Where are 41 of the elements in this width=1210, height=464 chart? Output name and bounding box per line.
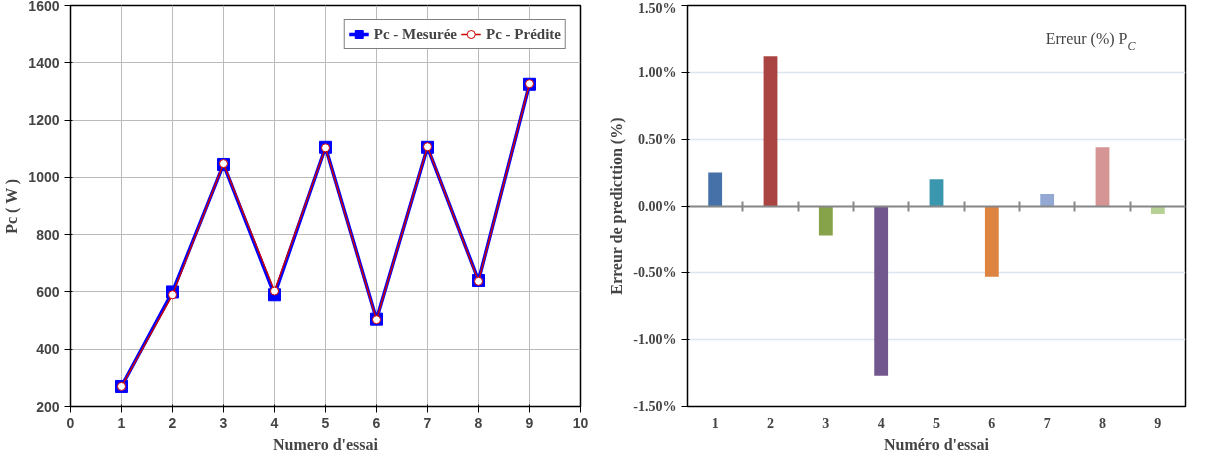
y-tick-label: 0.50% xyxy=(638,131,677,147)
x-tick-label: 1 xyxy=(117,414,126,431)
x-tick-label: 8 xyxy=(1099,415,1106,431)
y-tick-label: 1600 xyxy=(28,0,60,14)
x-tick-label: 2 xyxy=(767,415,774,431)
x-tick-label: 6 xyxy=(372,414,381,431)
legend-label: Pc - Mesurée xyxy=(373,25,458,43)
y-tick-label: -1.50% xyxy=(633,399,677,414)
y-tick-label: 1.00% xyxy=(638,64,677,80)
y-tick-label: 400 xyxy=(36,341,60,358)
x-tick-label: 4 xyxy=(270,414,279,431)
x-tick-label: 8 xyxy=(474,414,483,431)
x-tick-label: 7 xyxy=(1043,415,1051,431)
y-tick-label: -1.00% xyxy=(633,332,677,348)
y-tick-label: 1400 xyxy=(28,54,60,71)
y-tick-label: 200 xyxy=(36,398,60,415)
x-tick-label: 10 xyxy=(572,414,589,431)
x-tick-label: 3 xyxy=(219,414,228,431)
x-tick-label: 5 xyxy=(933,415,940,431)
x-tick-label: 5 xyxy=(321,414,330,431)
x-tick-label: 6 xyxy=(988,415,996,431)
y-tick-label: 600 xyxy=(36,283,60,300)
x-tick-label: 3 xyxy=(822,415,830,431)
legend-label: Pc - Prédite xyxy=(486,25,561,43)
x-tick-label: 9 xyxy=(525,414,534,431)
x-tick-label: 0 xyxy=(66,414,75,431)
x-axis-title: Numero d'essai xyxy=(272,435,379,453)
y-tick-label: 800 xyxy=(36,226,60,243)
x-tick-label: 1 xyxy=(711,415,719,431)
x-tick-label: 7 xyxy=(423,414,432,431)
x-tick-label: 9 xyxy=(1154,415,1162,431)
y-tick-label: 1200 xyxy=(28,112,60,129)
y-axis-title: Erreur de predicttion (%) xyxy=(608,117,627,295)
y-axis-title: Pc ( W ) xyxy=(3,178,22,234)
x-tick-label: 2 xyxy=(168,414,177,431)
y-tick-label: 1.50% xyxy=(638,0,677,16)
y-tick-label: -0.50% xyxy=(633,265,677,281)
y-tick-label: 1000 xyxy=(28,169,60,186)
y-tick-label: 0.00% xyxy=(638,198,677,214)
x-tick-label: 4 xyxy=(877,415,885,431)
x-axis-title: Numéro d'essai xyxy=(883,435,990,453)
